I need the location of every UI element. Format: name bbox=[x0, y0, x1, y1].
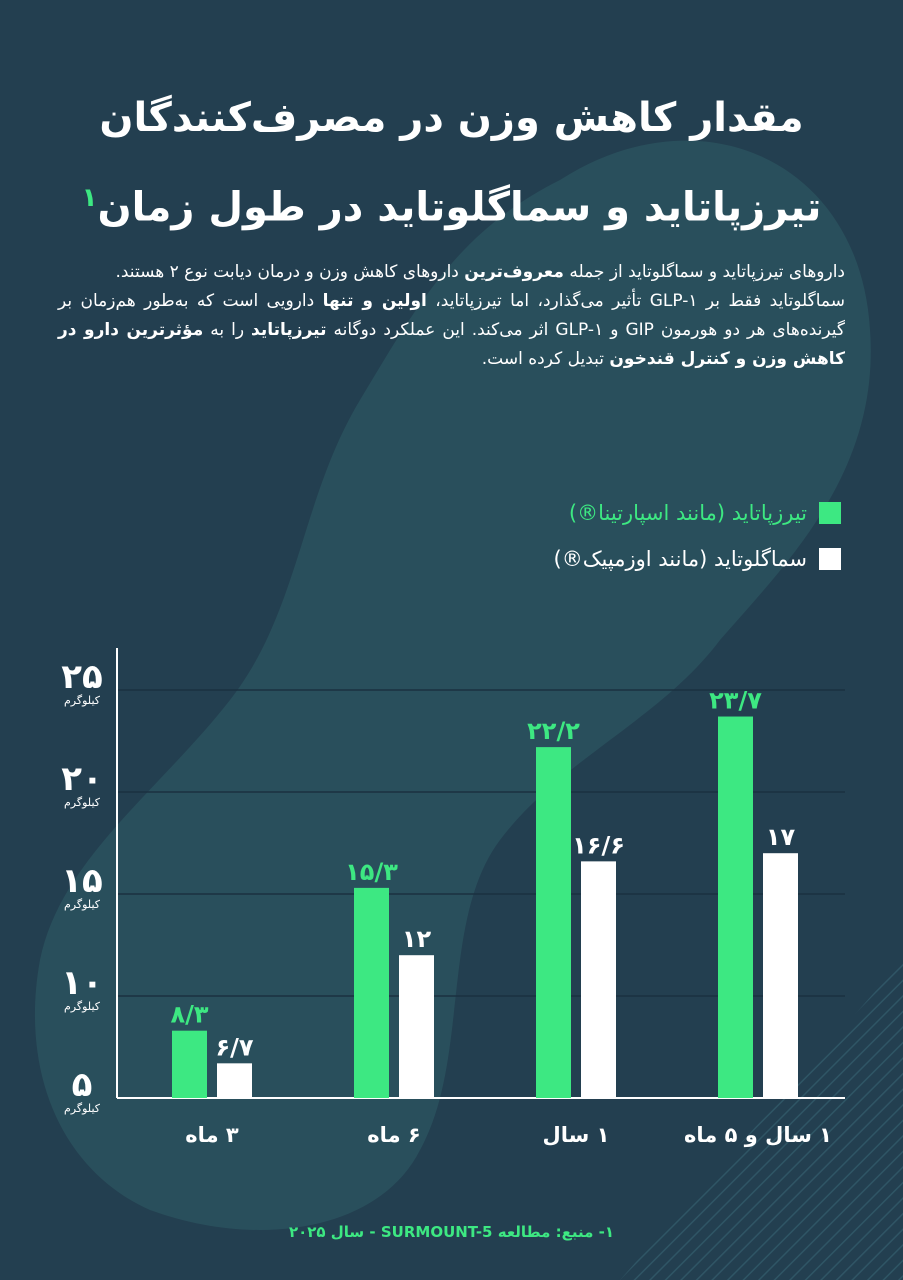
bar-semaglutide bbox=[581, 861, 616, 1098]
intro-p2-a: سماگلوتاید فقط بر GLP-۱ تأثیر می‌گذارد، … bbox=[426, 291, 845, 311]
intro-p2-bold-2: تیرزپاتاید bbox=[251, 320, 327, 340]
intro-p1-bold: معروف‌ترین bbox=[464, 262, 564, 282]
intro-p2-bold-1: اولین و تنها bbox=[322, 291, 427, 311]
y-tick-unit: کیلوگرم bbox=[64, 1102, 101, 1115]
title-line-2: تیرزپاتاید و سماگلوتاید در طول زمان۱ bbox=[40, 158, 863, 247]
intro-paragraph-2: سماگلوتاید فقط بر GLP-۱ تأثیر می‌گذارد، … bbox=[58, 287, 845, 374]
legend-swatch-semaglutide bbox=[819, 548, 841, 570]
x-tick-label: ۶ ماه bbox=[367, 1123, 420, 1147]
title-line-2-text: تیرزپاتاید و سماگلوتاید در طول زمان bbox=[97, 184, 822, 231]
bar-tirzepatide bbox=[718, 716, 753, 1098]
legend-label-semaglutide: سماگلوتاید (مانند اوزمپیک®) bbox=[553, 547, 807, 571]
data-label-tirzepatide: ۱۵/۳ bbox=[345, 858, 398, 886]
intro-p1-c: داروهای کاهش وزن و درمان دیابت نوع ۲ هست… bbox=[115, 262, 465, 282]
intro-p1-a: داروهای تیرزپاتاید و سماگلوتاید از جمله bbox=[563, 262, 845, 282]
bar-chart: ۵کیلوگرم۱۰کیلوگرم۱۵کیلوگرم۲۰کیلوگرم۲۵کیل… bbox=[61, 648, 845, 1147]
y-tick-label: ۵ bbox=[72, 1065, 93, 1105]
intro-p2-bold-3: مؤثرترین دارو در کاهش وزن و کنترل قندخون bbox=[58, 320, 845, 369]
intro-p2-c: دارویی است که به‌طور هم‌زمان بر گیرنده‌ه… bbox=[58, 291, 845, 340]
data-label-semaglutide: ۶/۷ bbox=[215, 1033, 253, 1061]
legend-label-tirzepatide: تیرزپاتاید (مانند اسپارتینا®) bbox=[568, 501, 807, 525]
title-line-1: مقدار کاهش وزن در مصرف‌کنندگان bbox=[99, 95, 804, 141]
bar-tirzepatide bbox=[536, 747, 571, 1098]
legend-item-tirzepatide: تیرزپاتاید (مانند اسپارتینا®) bbox=[569, 498, 841, 528]
title-footnote-mark: ۱ bbox=[81, 183, 98, 213]
bar-tirzepatide bbox=[354, 887, 389, 1098]
intro-text: داروهای تیرزپاتاید و سماگلوتاید از جمله … bbox=[58, 258, 845, 374]
data-label-tirzepatide: ۲۳/۷ bbox=[709, 687, 762, 715]
x-tick-label: ۳ ماه bbox=[185, 1123, 239, 1147]
y-tick-unit: کیلوگرم bbox=[64, 898, 101, 911]
bar-semaglutide bbox=[763, 853, 798, 1098]
bar-semaglutide bbox=[399, 955, 434, 1098]
data-label-semaglutide: ۱۶/۶ bbox=[572, 831, 625, 859]
data-label-semaglutide: ۱۲ bbox=[402, 925, 432, 953]
x-tick-label: ۱ سال bbox=[543, 1123, 610, 1147]
y-tick-unit: کیلوگرم bbox=[64, 796, 101, 809]
bar-semaglutide bbox=[217, 1063, 252, 1098]
y-tick-label: ۲۵ bbox=[61, 657, 103, 697]
legend-item-semaglutide: سماگلوتاید (مانند اوزمپیک®) bbox=[554, 544, 841, 574]
intro-p2-g: تبدیل کرده است. bbox=[481, 349, 610, 369]
data-label-semaglutide: ۱۷ bbox=[766, 823, 796, 851]
bar-tirzepatide bbox=[172, 1030, 207, 1098]
page-title: مقدار کاهش وزن در مصرف‌کنندگان تیرزپاتای… bbox=[40, 78, 863, 247]
y-tick-label: ۲۰ bbox=[61, 759, 103, 799]
y-tick-unit: کیلوگرم bbox=[64, 1000, 101, 1013]
x-tick-label: ۱ سال و ۵ ماه bbox=[684, 1123, 832, 1147]
intro-paragraph-1: داروهای تیرزپاتاید و سماگلوتاید از جمله … bbox=[58, 258, 845, 287]
source-footnote: ۱- منبع: مطالعه SURMOUNT-5 - سال ۲۰۲۵ bbox=[288, 1223, 615, 1241]
intro-p2-e: را به bbox=[203, 320, 252, 340]
data-label-tirzepatide: ۸/۳ bbox=[170, 1001, 208, 1029]
legend-swatch-tirzepatide bbox=[819, 502, 841, 524]
data-label-tirzepatide: ۲۲/۲ bbox=[527, 717, 580, 745]
y-tick-label: ۱۵ bbox=[61, 861, 103, 901]
y-tick-label: ۱۰ bbox=[61, 963, 103, 1003]
y-tick-unit: کیلوگرم bbox=[64, 694, 101, 707]
